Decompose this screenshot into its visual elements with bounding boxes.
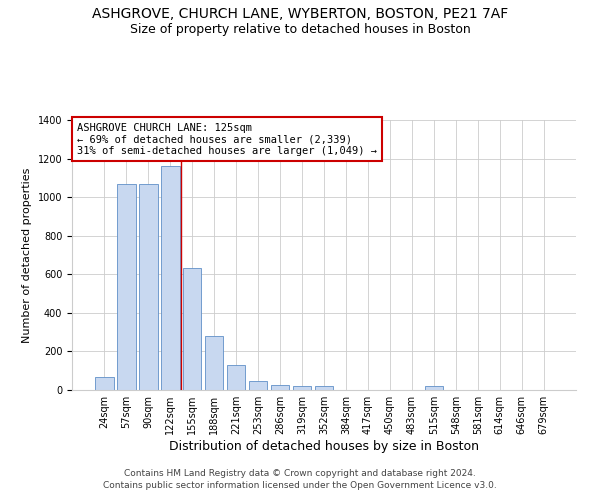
Text: Contains public sector information licensed under the Open Government Licence v3: Contains public sector information licen… — [103, 481, 497, 490]
Bar — [249, 382, 268, 390]
Bar — [117, 184, 136, 390]
Bar — [227, 365, 245, 390]
Text: ASHGROVE, CHURCH LANE, WYBERTON, BOSTON, PE21 7AF: ASHGROVE, CHURCH LANE, WYBERTON, BOSTON,… — [92, 8, 508, 22]
Bar — [161, 166, 179, 390]
Text: ASHGROVE CHURCH LANE: 125sqm
← 69% of detached houses are smaller (2,339)
31% of: ASHGROVE CHURCH LANE: 125sqm ← 69% of de… — [77, 122, 377, 156]
Bar — [271, 385, 289, 390]
Bar — [425, 386, 443, 390]
Y-axis label: Number of detached properties: Number of detached properties — [22, 168, 32, 342]
X-axis label: Distribution of detached houses by size in Boston: Distribution of detached houses by size … — [169, 440, 479, 453]
Text: Contains HM Land Registry data © Crown copyright and database right 2024.: Contains HM Land Registry data © Crown c… — [124, 468, 476, 477]
Bar — [314, 386, 334, 390]
Bar — [205, 336, 223, 390]
Text: Size of property relative to detached houses in Boston: Size of property relative to detached ho… — [130, 22, 470, 36]
Bar — [293, 386, 311, 390]
Bar — [139, 184, 158, 390]
Bar — [95, 378, 113, 390]
Bar — [183, 268, 202, 390]
